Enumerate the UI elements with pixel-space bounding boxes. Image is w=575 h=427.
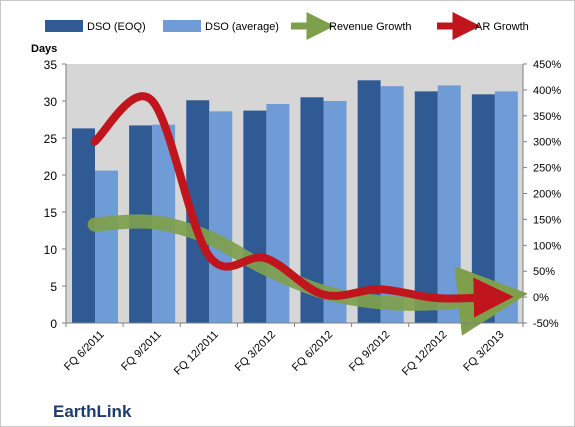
- legend-item-dso-average: DSO (average): [163, 20, 279, 33]
- brand-label: EarthLink: [53, 402, 132, 421]
- legend-swatch-dso-eoq: [45, 20, 83, 32]
- y-right-tick-label: 250%: [533, 163, 561, 175]
- y-left-tick-label: 20: [44, 169, 58, 183]
- bar-dso-average-5: [380, 86, 404, 323]
- legend: DSO (EOQ) DSO (average) Revenue Growth A…: [45, 12, 529, 40]
- x-tick-label: FQ 9/2012: [347, 329, 392, 374]
- y-left-tick-label: 15: [44, 206, 58, 220]
- bar-dso-eoq-6: [414, 91, 438, 323]
- line-revenue-growth: [87, 214, 528, 336]
- legend-item-revenue-growth: Revenue Growth: [291, 12, 412, 40]
- y-right-tick-label: -50%: [533, 318, 559, 330]
- bar-dso-average-3: [266, 103, 290, 324]
- x-tick-label: FQ 12/2012: [400, 329, 450, 379]
- legend-item-ar-growth: AR Growth: [437, 12, 529, 40]
- x-tick-label: FQ 9/2011: [119, 329, 164, 374]
- y-left-tick-label: 35: [44, 58, 58, 72]
- y-right-tick-label: 400%: [533, 85, 561, 97]
- bar-dso-eoq-2: [186, 100, 210, 323]
- legend-swatch-dso-average: [163, 20, 201, 32]
- y-right-tick-label: 300%: [533, 137, 561, 149]
- y-right-tick-label: 100%: [533, 240, 561, 252]
- bar-dso-average-6: [437, 85, 461, 324]
- bar-dso-average-2: [209, 111, 233, 323]
- x-tick-label: FQ 6/2011: [62, 329, 107, 374]
- legend-label-dso-average: DSO (average): [205, 21, 279, 33]
- y-right-tick-label: 200%: [533, 189, 561, 201]
- y-left-tick-label: 0: [50, 317, 57, 331]
- lines-layer: [87, 92, 528, 336]
- bar-dso-eoq-3: [243, 110, 267, 324]
- bar-dso-average-7: [494, 91, 518, 323]
- x-tick-label: FQ 12/2011: [172, 329, 221, 378]
- y-left-tick-label: 10: [44, 243, 58, 257]
- legend-item-dso-eoq: DSO (EOQ): [45, 20, 146, 33]
- y-axis-label-left: Days: [31, 43, 57, 55]
- bar-dso-average-0: [95, 170, 118, 323]
- y-right-tick-label: 0%: [533, 292, 549, 304]
- x-tick-label: FQ 3/2013: [461, 329, 506, 374]
- y-left-tick-label: 30: [44, 95, 58, 109]
- y-left-tick-label: 25: [44, 132, 58, 146]
- bar-dso-eoq-4: [300, 97, 324, 323]
- bar-dso-eoq-7: [471, 94, 495, 323]
- bar-dso-average-4: [323, 101, 347, 323]
- bar-dso-eoq-5: [357, 80, 381, 323]
- y-right-tick-label: 50%: [533, 266, 555, 278]
- x-tick-label: FQ 3/2012: [233, 329, 278, 374]
- y-left-tick-label: 5: [50, 280, 57, 294]
- bar-dso-eoq-0: [72, 128, 95, 323]
- legend-label-ar-growth: AR Growth: [475, 21, 529, 33]
- y-right-tick-label: 150%: [533, 214, 561, 226]
- line-ar-growth: [90, 92, 514, 318]
- legend-label-revenue-growth: Revenue Growth: [329, 21, 412, 33]
- y-right-tick-label: 450%: [533, 59, 561, 71]
- x-tick-label: FQ 6/2012: [290, 329, 335, 374]
- legend-label-dso-eoq: DSO (EOQ): [87, 21, 146, 33]
- y-right-tick-label: 350%: [533, 111, 561, 123]
